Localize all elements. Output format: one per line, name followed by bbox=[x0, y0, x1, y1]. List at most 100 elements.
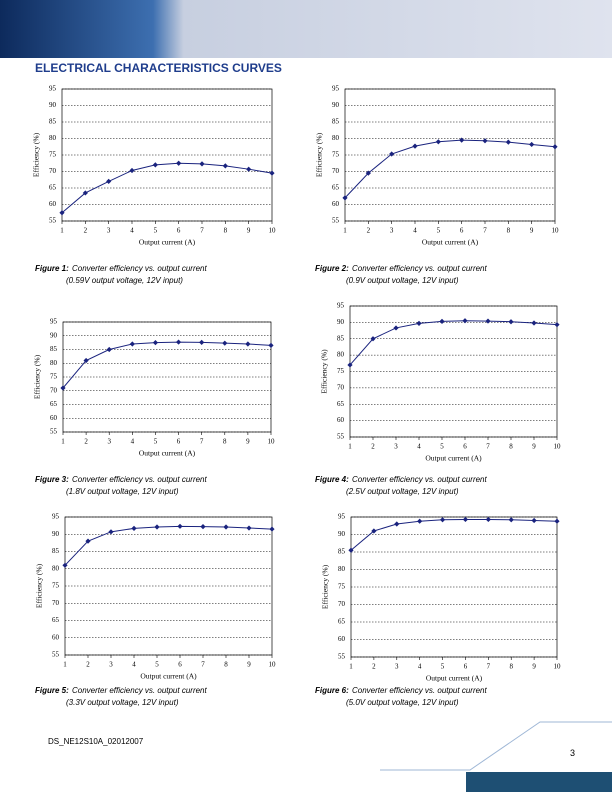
y-tick-label: 85 bbox=[49, 118, 57, 126]
x-axis-label: Output current (A) bbox=[140, 672, 197, 681]
x-tick-label: 4 bbox=[413, 227, 417, 235]
y-tick-label: 60 bbox=[49, 200, 57, 208]
x-tick-label: 3 bbox=[394, 443, 398, 451]
series-line bbox=[62, 341, 272, 389]
x-tick-label: 10 bbox=[552, 227, 560, 235]
y-tick-label: 75 bbox=[337, 367, 345, 375]
plot-frame bbox=[350, 516, 558, 658]
data-point bbox=[459, 137, 465, 143]
data-point bbox=[199, 339, 205, 345]
x-tick-label: 6 bbox=[178, 661, 182, 669]
y-tick-label: 55 bbox=[52, 651, 60, 659]
x-tick-label: 1 bbox=[343, 227, 347, 235]
data-point bbox=[348, 547, 354, 553]
series-line bbox=[64, 525, 273, 566]
x-tick-label: 10 bbox=[268, 438, 276, 446]
y-tick-label: 95 bbox=[332, 85, 340, 93]
plot-frame bbox=[61, 88, 273, 222]
plot-frame bbox=[64, 516, 273, 656]
data-point bbox=[508, 517, 514, 523]
figure-note: (0.9V output voltage, 12V input) bbox=[346, 276, 459, 285]
data-point bbox=[435, 139, 441, 145]
figure-caption: Converter efficiency vs. output current bbox=[352, 475, 488, 484]
y-tick-label: 75 bbox=[50, 373, 58, 381]
y-tick-label: 75 bbox=[338, 583, 346, 591]
x-tick-label: 6 bbox=[460, 227, 464, 235]
y-tick-label: 85 bbox=[338, 548, 346, 556]
data-point bbox=[222, 163, 228, 169]
data-point bbox=[389, 151, 395, 157]
figure-note: (2.5V output voltage, 12V input) bbox=[346, 487, 459, 496]
y-tick-label: 75 bbox=[49, 151, 57, 159]
figure-label: Figure 2: bbox=[315, 264, 349, 273]
series-line bbox=[350, 518, 558, 551]
data-point bbox=[129, 167, 135, 174]
figure-caption: Converter efficiency vs. output current bbox=[352, 264, 488, 273]
y-tick-label: 55 bbox=[50, 428, 58, 436]
figure-note: (5.0V output voltage, 12V input) bbox=[346, 698, 459, 707]
y-tick-label: 55 bbox=[49, 217, 57, 225]
x-axis-label: Output current (A) bbox=[425, 454, 482, 463]
data-point bbox=[85, 538, 91, 544]
x-tick-label: 7 bbox=[483, 227, 487, 235]
y-tick-label: 60 bbox=[337, 416, 345, 424]
y-tick-label: 70 bbox=[332, 167, 340, 175]
y-tick-label: 55 bbox=[337, 433, 345, 441]
data-point bbox=[531, 517, 537, 524]
x-tick-label: 10 bbox=[554, 443, 562, 451]
data-point bbox=[416, 320, 422, 326]
y-tick-label: 60 bbox=[338, 635, 346, 643]
y-axis-label: Efficiency (%) bbox=[320, 349, 329, 394]
x-tick-label: 9 bbox=[247, 227, 251, 235]
x-tick-label: 8 bbox=[224, 661, 228, 669]
x-tick-label: 8 bbox=[509, 663, 513, 671]
y-tick-label: 85 bbox=[332, 118, 340, 126]
plot-frame bbox=[349, 305, 558, 438]
y-tick-label: 80 bbox=[338, 565, 346, 573]
x-tick-label: 3 bbox=[395, 663, 399, 671]
series-line bbox=[349, 320, 558, 366]
y-axis-label: Efficiency (%) bbox=[35, 563, 44, 608]
doc-id: DS_NE12S10A_02012007 bbox=[48, 737, 144, 746]
data-point bbox=[59, 210, 65, 216]
x-tick-label: 7 bbox=[201, 661, 205, 669]
x-tick-label: 4 bbox=[417, 443, 421, 451]
y-tick-label: 80 bbox=[50, 359, 58, 367]
data-point bbox=[177, 523, 183, 529]
data-point bbox=[370, 336, 376, 342]
x-tick-label: 3 bbox=[390, 227, 394, 235]
x-tick-label: 2 bbox=[372, 663, 376, 671]
y-axis-label: Efficiency (%) bbox=[315, 132, 324, 177]
x-tick-label: 1 bbox=[60, 227, 64, 235]
data-point bbox=[505, 139, 511, 145]
data-point bbox=[223, 524, 229, 530]
section-title: ELECTRICAL CHARACTERISTICS CURVES bbox=[35, 61, 282, 75]
x-tick-label: 7 bbox=[487, 663, 491, 671]
header-banner bbox=[0, 0, 612, 58]
x-tick-label: 2 bbox=[367, 227, 371, 235]
data-point bbox=[83, 357, 89, 364]
y-tick-label: 95 bbox=[338, 513, 346, 521]
data-point bbox=[439, 517, 446, 523]
x-tick-label: 1 bbox=[63, 661, 67, 669]
y-tick-label: 90 bbox=[337, 318, 345, 326]
x-tick-label: 6 bbox=[463, 443, 467, 451]
y-tick-label: 95 bbox=[52, 513, 60, 521]
y-tick-label: 65 bbox=[49, 184, 57, 192]
x-tick-label: 4 bbox=[132, 661, 136, 669]
data-point bbox=[268, 342, 274, 348]
data-point bbox=[246, 166, 252, 172]
x-tick-label: 6 bbox=[177, 438, 181, 446]
y-tick-label: 70 bbox=[50, 386, 58, 394]
y-tick-label: 70 bbox=[337, 383, 345, 391]
x-tick-label: 1 bbox=[61, 438, 65, 446]
x-axis-label: Output current (A) bbox=[426, 674, 483, 683]
data-point bbox=[485, 516, 491, 523]
y-tick-label: 90 bbox=[49, 101, 57, 109]
x-tick-label: 8 bbox=[224, 227, 228, 235]
x-tick-label: 4 bbox=[130, 227, 134, 235]
y-tick-label: 55 bbox=[338, 653, 346, 661]
y-tick-label: 65 bbox=[332, 184, 340, 192]
data-point bbox=[106, 178, 112, 184]
